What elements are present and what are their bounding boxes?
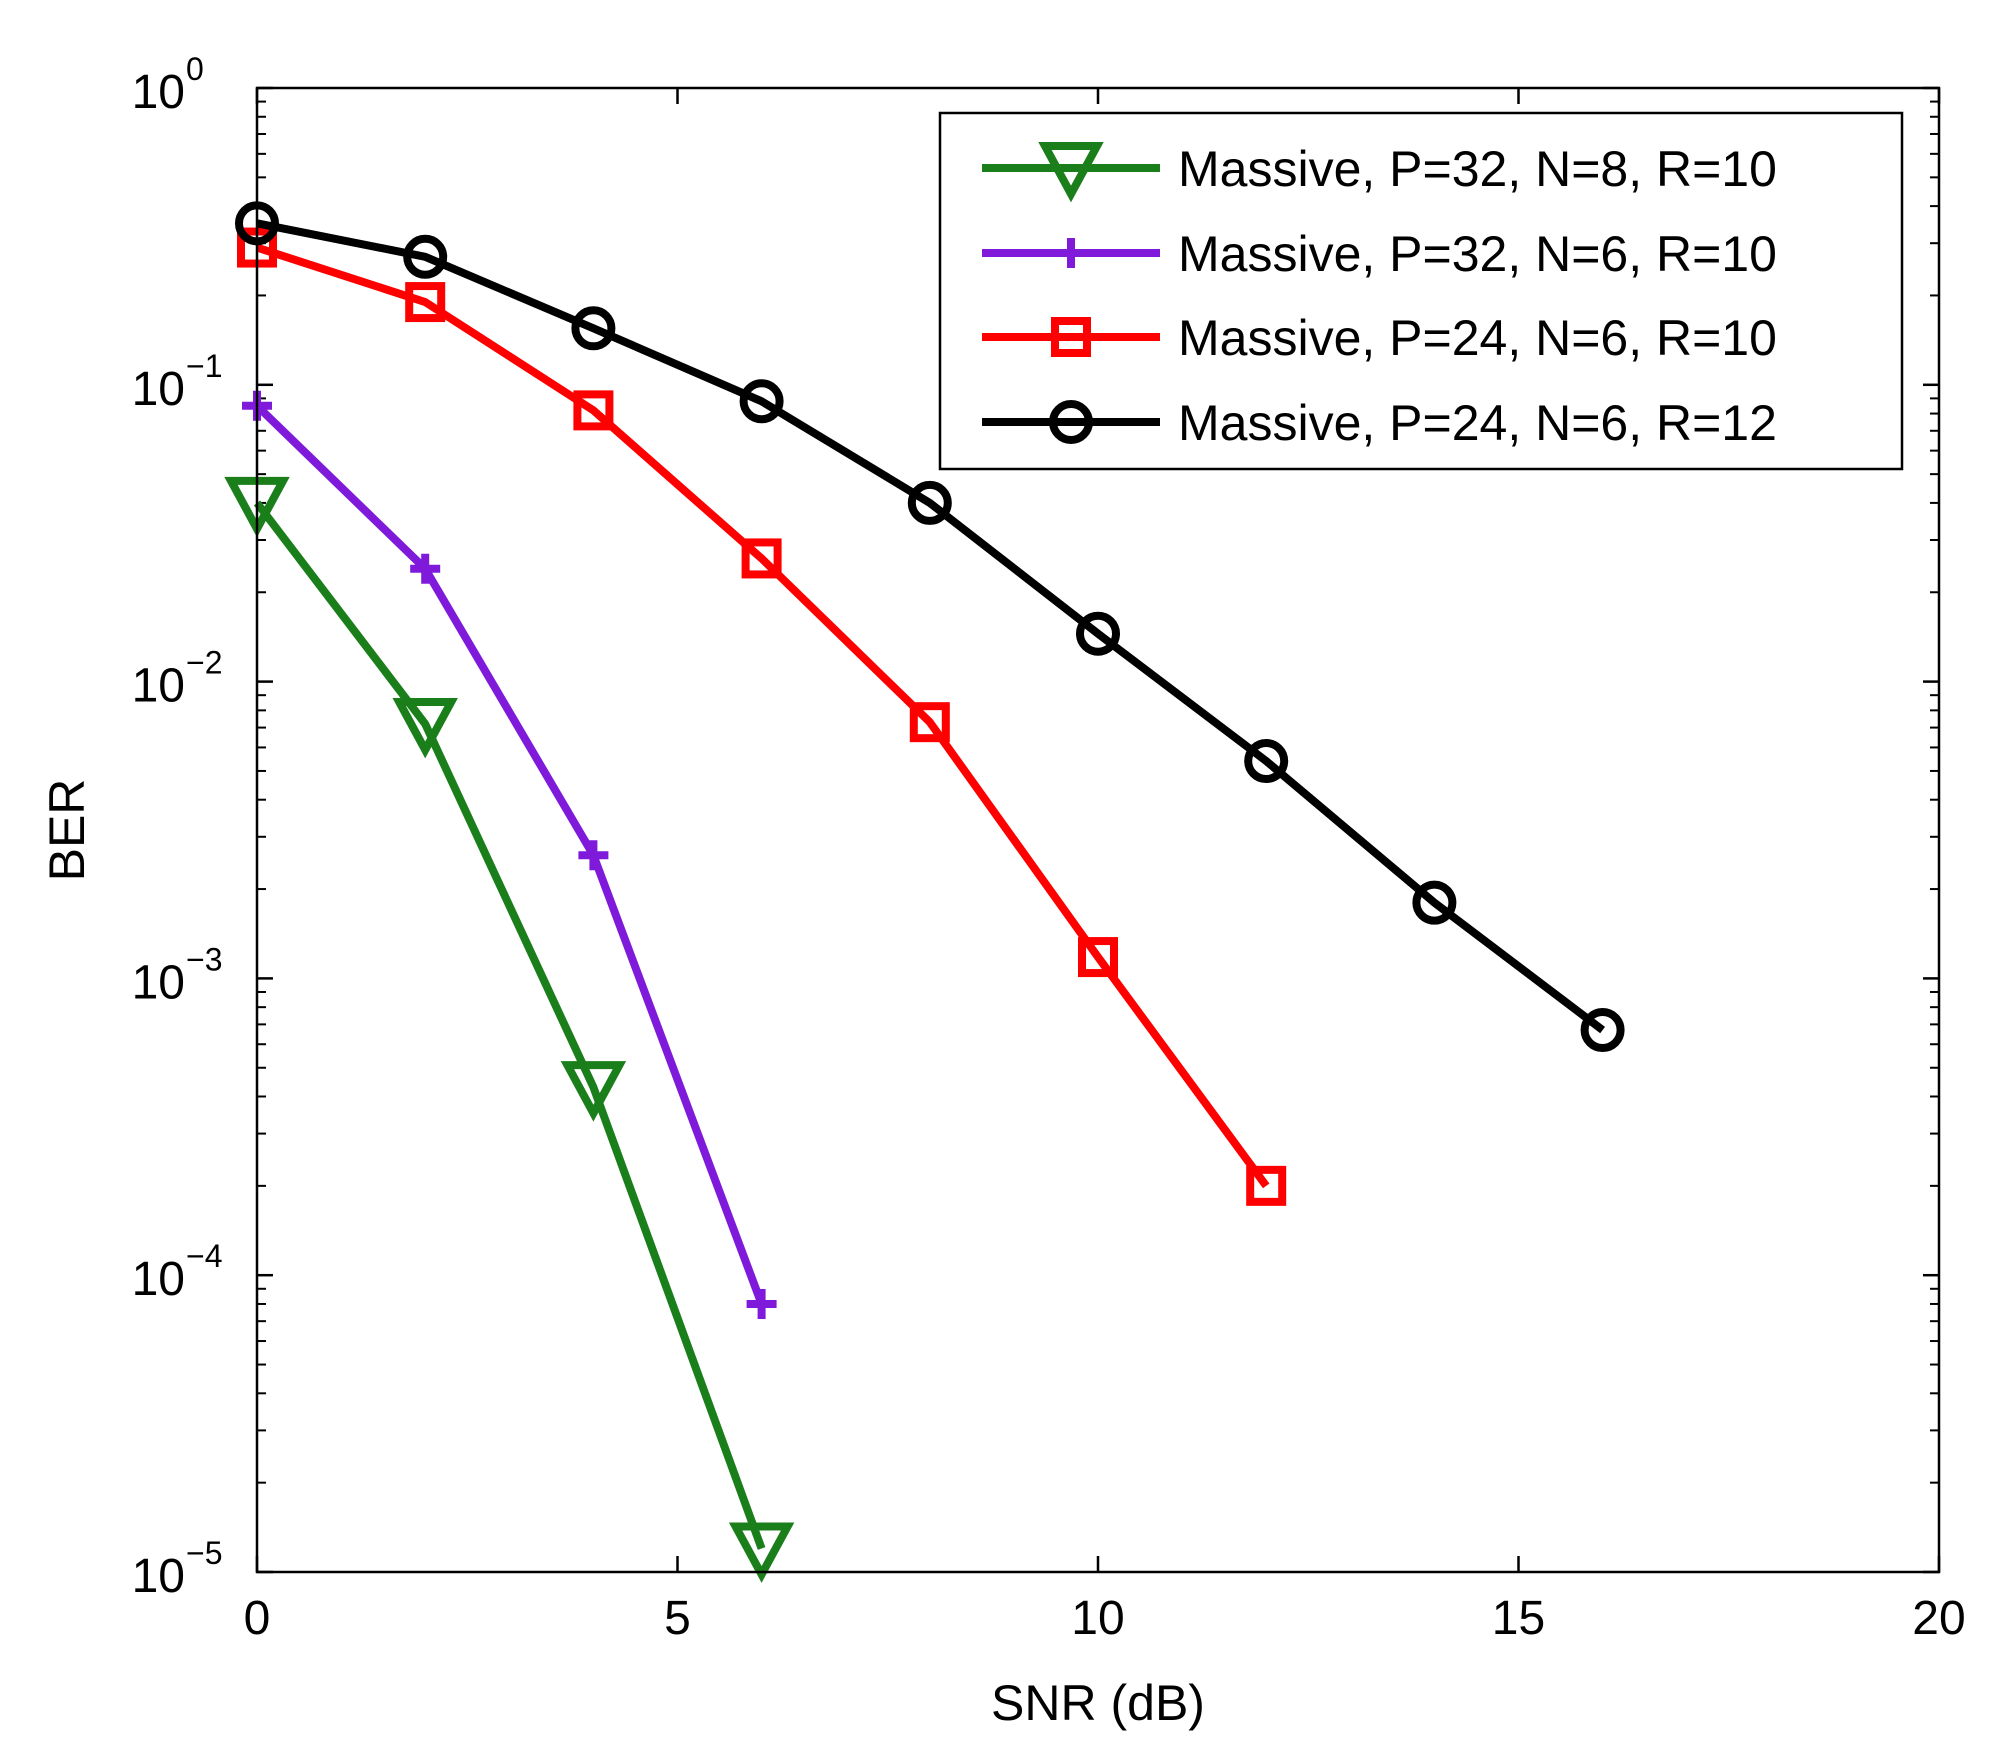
y-tick-base: 10	[132, 1550, 185, 1603]
legend: Massive, P=32, N=8, R=10 Massive, P=32, N…	[938, 111, 1904, 471]
y-tick-base: 10	[132, 66, 185, 119]
circle-marker	[739, 379, 784, 424]
x-tick-label: 20	[1912, 1592, 1965, 1645]
legend-item-2: Massive, P=32, N=6, R=10	[982, 226, 1777, 282]
y-tick-exponent: −3	[186, 941, 222, 977]
y-tick-label: 10 0	[132, 51, 204, 119]
series-line	[256, 219, 1606, 1034]
y-tick-base: 10	[132, 956, 185, 1009]
circle-marker	[571, 306, 616, 351]
legend-item-1: Massive, P=32, N=8, R=10	[982, 141, 1777, 203]
series-line	[255, 243, 1270, 1189]
circle-marker	[1076, 611, 1120, 656]
circle-marker	[403, 234, 448, 279]
square-marker	[405, 282, 446, 323]
series-layer	[224, 201, 1625, 1583]
x-tick-label: 5	[664, 1592, 691, 1645]
x-tick-label: 0	[244, 1592, 271, 1645]
x-axis-title: SNR (dB)	[991, 1675, 1205, 1731]
y-tick-exponent: 0	[186, 51, 204, 87]
x-tick-label: 15	[1492, 1592, 1545, 1645]
y-tick-label: 10 −3	[132, 941, 223, 1009]
plus-marker	[410, 553, 441, 584]
square-marker	[1051, 317, 1091, 357]
legend-label: Massive, P=32, N=6, R=10	[1178, 226, 1777, 282]
plus-marker	[1056, 238, 1086, 268]
y-tick-label: 10 −2	[132, 645, 223, 713]
plus-marker	[746, 1288, 777, 1319]
legend-label: Massive, P=32, N=8, R=10	[1178, 141, 1777, 197]
y-tick-base: 10	[132, 1253, 185, 1306]
legend-label: Massive, P=24, N=6, R=10	[1178, 310, 1777, 366]
series-line	[254, 402, 766, 1306]
y-axis-title: BER	[39, 779, 95, 882]
circle-marker	[907, 480, 952, 525]
square-marker	[909, 702, 950, 743]
y-tick-exponent: −1	[186, 348, 222, 384]
circle-marker	[1049, 400, 1093, 444]
x-tick-label: 10	[1071, 1592, 1124, 1645]
legend-item-4: Massive, P=24, N=6, R=12	[982, 395, 1777, 451]
y-tick-label: 10 −1	[132, 348, 223, 416]
square-marker	[741, 538, 782, 579]
triangle-marker	[728, 1522, 795, 1583]
y-tick-exponent: −5	[186, 1535, 222, 1571]
circle-marker	[1244, 739, 1289, 784]
plot-frame	[255, 86, 1941, 1574]
circle-marker	[1412, 880, 1457, 925]
triangle-marker	[560, 1061, 627, 1122]
y-tick-label: 10 −4	[132, 1238, 223, 1306]
plus-marker	[578, 840, 609, 871]
y-tick-base: 10	[132, 363, 185, 416]
x-tick-labels: 0 5 10 15 20	[244, 1592, 1966, 1645]
legend-item-3: Massive, P=24, N=6, R=10	[982, 310, 1777, 366]
square-marker	[1078, 937, 1118, 978]
y-tick-base: 10	[132, 660, 185, 713]
circle-marker	[1580, 1008, 1625, 1053]
triangle-marker	[1038, 142, 1104, 203]
triangle-marker	[392, 697, 458, 759]
series-line	[253, 500, 766, 1550]
square-marker	[573, 390, 614, 431]
square-marker	[1246, 1165, 1287, 1206]
legend-box	[938, 111, 1904, 471]
y-tick-exponent: −4	[186, 1238, 222, 1274]
y-tick-label: 10 −5	[132, 1535, 223, 1603]
legend-label: Massive, P=24, N=6, R=12	[1178, 395, 1777, 451]
y-tick-exponent: −2	[186, 645, 222, 681]
minor-ticks	[257, 100, 1939, 1484]
